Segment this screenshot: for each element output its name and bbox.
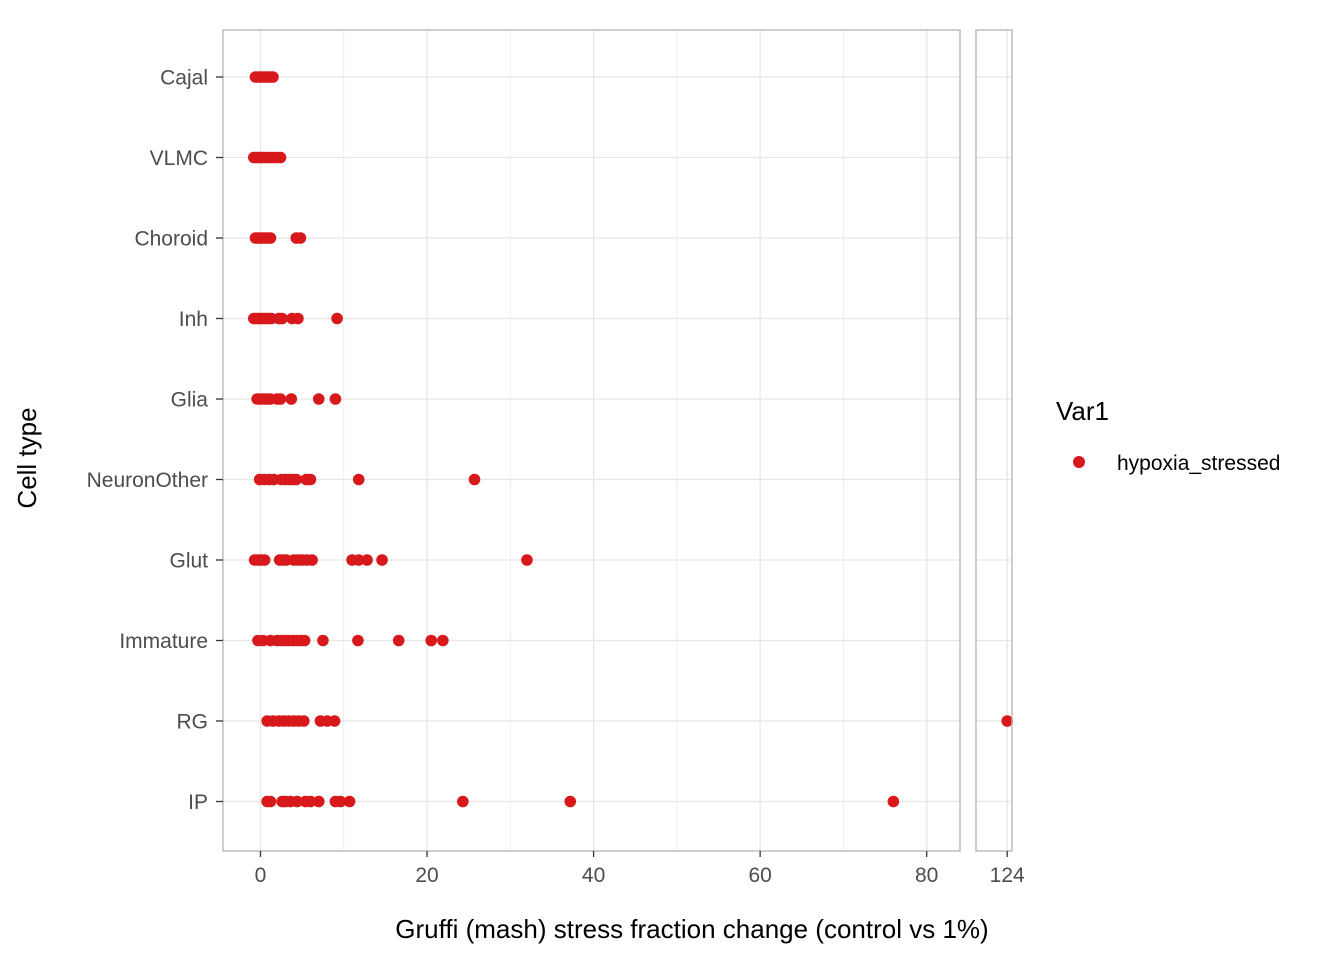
data-point [468,473,481,486]
y-tick-label: VLMC [150,147,208,170]
data-point [264,795,277,808]
data-point [258,554,271,566]
y-tick-label: Immature [119,630,208,653]
data-point [264,232,277,244]
data-point [352,554,365,566]
data-point [304,795,317,808]
data-point [294,232,307,244]
data-points [248,71,1013,808]
legend-title: Var1 [1056,396,1109,426]
y-tick-label: Glia [171,389,209,412]
data-point [298,634,311,647]
data-point [292,312,304,325]
legend-label: hypoxia_stressed [1117,452,1280,475]
data-point [306,554,318,566]
y-tick-label: Cajal [160,67,208,90]
legend: Var1 hypoxia_stressed [1056,396,1280,475]
x-tick-label: 80 [915,864,938,887]
data-point [1001,715,1013,727]
x-axis-title: Gruffi (mash) stress fraction change (co… [395,914,988,944]
data-point [267,71,279,83]
data-point [329,393,342,405]
data-point [352,634,364,647]
y-tick-label: Inh [179,308,208,331]
y-tick-label: RG [177,711,209,734]
data-point [276,312,288,325]
legend-key-point [1073,456,1085,468]
panel-2-border [975,29,1013,852]
data-point [437,634,449,647]
data-point [312,393,325,405]
data-point [328,715,341,727]
y-tick-labels: Cajal VLMC Choroid Inh Glia NeuronOther Glut Im… [87,67,223,814]
y-tick-label: NeuronOther [87,469,208,492]
y-tick-label: Glut [169,550,208,573]
data-point [352,473,365,486]
y-axis-title: Cell type [12,407,42,508]
data-point [334,795,347,808]
data-point [304,473,317,486]
data-point [521,554,533,566]
x-tick-label: 60 [748,864,771,887]
x-tick-label: 124 [990,864,1025,887]
data-point [285,393,298,405]
data-point [392,634,405,647]
data-point [274,151,287,164]
data-point [290,473,303,486]
data-point [331,312,343,325]
x-tick-label: 40 [582,864,605,887]
panel-2-gridlines [976,30,1012,851]
data-point [564,795,577,808]
data-point [317,634,329,647]
y-tick-label: Choroid [134,228,208,251]
x-tick-label: 20 [415,864,438,887]
data-point [312,795,325,808]
data-point [887,795,900,808]
panel-1-border [222,29,961,852]
data-point [343,795,356,808]
x-tick-labels: 0 20 40 60 80 124 [255,851,1025,887]
data-point [361,554,373,566]
data-point [425,634,437,647]
y-tick-label: IP [188,791,208,814]
x-tick-label: 0 [255,864,267,887]
panel-1-gridlines [223,30,960,851]
data-point [457,795,469,808]
data-point [376,554,388,566]
data-point [291,795,303,808]
data-point [274,393,287,405]
data-point [297,715,310,727]
